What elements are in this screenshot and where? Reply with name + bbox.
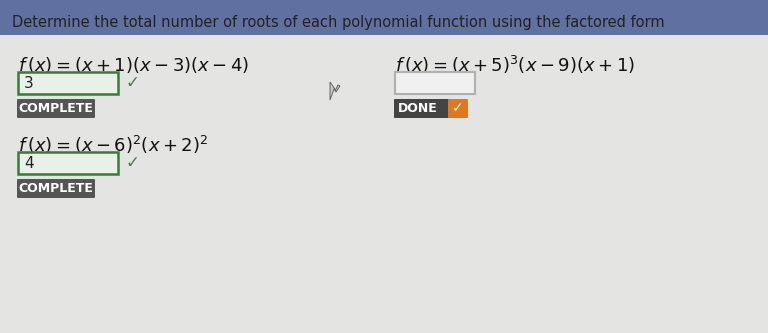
FancyBboxPatch shape <box>17 99 95 118</box>
Bar <box>18 72 118 94</box>
Bar <box>18 152 118 174</box>
Bar <box>395 72 475 94</box>
Text: COMPLETE: COMPLETE <box>18 102 94 115</box>
FancyBboxPatch shape <box>448 99 468 118</box>
FancyBboxPatch shape <box>394 99 452 118</box>
Bar <box>0 0 768 35</box>
Text: $f\,(x) = (x + 5)^{3}(x - 9)(x + 1)$: $f\,(x) = (x + 5)^{3}(x - 9)(x + 1)$ <box>395 54 635 76</box>
Text: $f\,(x) = (x + 1)(x - 3)(x - 4)$: $f\,(x) = (x + 1)(x - 3)(x - 4)$ <box>18 55 250 75</box>
Text: 4: 4 <box>24 156 34 170</box>
Text: DONE: DONE <box>398 102 438 115</box>
Bar <box>0 35 768 333</box>
Text: $f\,(x) = (x - 6)^{2}(x + 2)^{2}$: $f\,(x) = (x - 6)^{2}(x + 2)^{2}$ <box>18 134 208 156</box>
Text: 3: 3 <box>24 76 34 91</box>
Text: COMPLETE: COMPLETE <box>18 182 94 195</box>
FancyBboxPatch shape <box>17 179 95 198</box>
Text: ✓: ✓ <box>126 74 140 92</box>
Text: Determine the total number of roots of each polynomial function using the factor: Determine the total number of roots of e… <box>12 16 664 31</box>
Polygon shape <box>330 82 340 100</box>
Text: ✓: ✓ <box>126 154 140 172</box>
Text: ✓: ✓ <box>452 102 464 116</box>
